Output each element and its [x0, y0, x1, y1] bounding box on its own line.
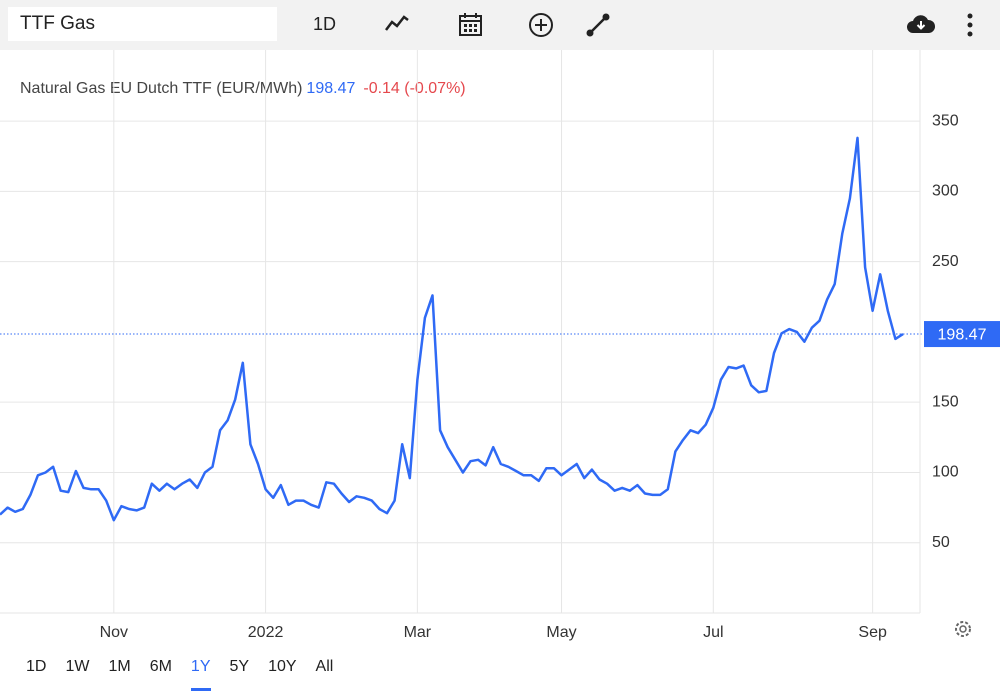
interval-button[interactable]: 1D [313, 14, 337, 34]
draw-icon[interactable] [585, 12, 611, 38]
range-button[interactable]: 1D [26, 658, 47, 675]
range-button[interactable]: 1Y [190, 658, 211, 691]
settings-icon[interactable] [955, 621, 971, 637]
last-value: 198.47 [306, 80, 356, 97]
y-tick-label: 50 [932, 534, 950, 551]
toolbar: TTF Gas 1D [0, 0, 1000, 50]
x-tick-label: Sep [858, 624, 887, 641]
range-button[interactable]: 6M [149, 658, 172, 675]
x-tick-label: Jul [703, 624, 723, 641]
y-tick-label: 350 [932, 112, 959, 129]
y-tick-label: 300 [932, 183, 959, 200]
x-tick-label: Nov [100, 624, 128, 641]
last-value-label: 198.47 [938, 326, 987, 343]
add-icon[interactable] [528, 12, 554, 38]
menu-icon[interactable] [962, 12, 978, 40]
x-tick-label: 2022 [248, 624, 284, 641]
change: -0.14 (-0.07%) [363, 80, 466, 97]
y-tick-label: 250 [932, 253, 959, 270]
y-tick-label: 150 [932, 393, 959, 410]
chart-title: Natural Gas EU Dutch TTF (EUR/MWh) [20, 80, 303, 97]
x-tick-label: Mar [404, 624, 432, 641]
chart-type-icon[interactable] [383, 12, 411, 36]
chart: 50 100 150 250 300 350 Nov 2022 Mar May Jul Sep 198.… [0, 50, 1000, 641]
calendar-icon[interactable] [458, 12, 484, 38]
chart-header: Natural Gas EU Dutch TTF (EUR/MWh) 198.47… [20, 80, 466, 98]
range-button[interactable]: 10Y [268, 658, 297, 675]
search-box[interactable]: TTF Gas [8, 7, 277, 41]
range-button[interactable]: 1W [65, 658, 90, 675]
y-tick-label: 100 [932, 464, 959, 481]
range-button[interactable]: 5Y [229, 658, 250, 675]
last-value-badge [924, 321, 1000, 348]
x-tick-label: May [546, 624, 576, 641]
price-line [0, 136, 904, 522]
range-button[interactable]: 1M [108, 658, 131, 675]
range-button[interactable]: All [315, 658, 334, 675]
download-icon[interactable] [905, 12, 937, 38]
